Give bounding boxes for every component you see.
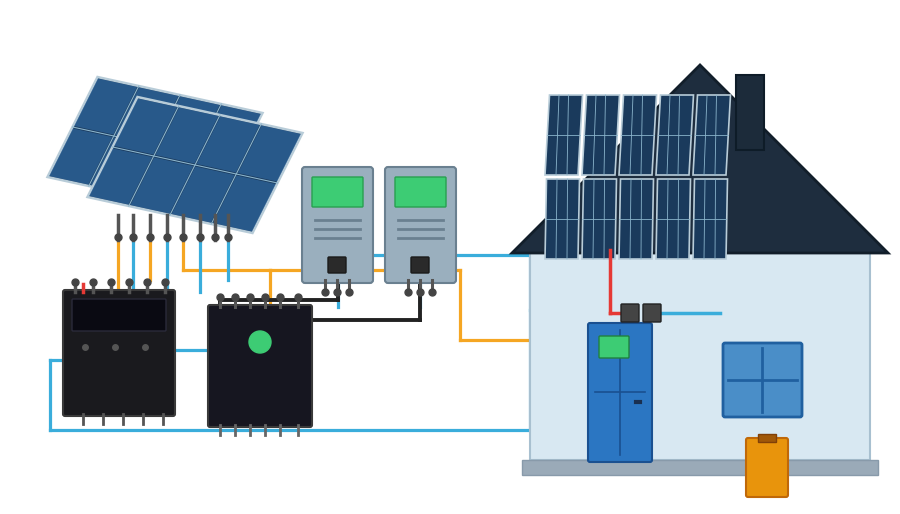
FancyBboxPatch shape <box>621 304 639 322</box>
Polygon shape <box>74 79 137 135</box>
FancyBboxPatch shape <box>643 304 661 322</box>
Polygon shape <box>115 87 178 143</box>
Polygon shape <box>238 125 301 181</box>
Polygon shape <box>545 95 582 175</box>
FancyBboxPatch shape <box>63 290 175 416</box>
Polygon shape <box>693 179 727 259</box>
Polygon shape <box>197 117 259 173</box>
Polygon shape <box>582 179 617 259</box>
Circle shape <box>249 331 271 353</box>
FancyBboxPatch shape <box>758 434 776 442</box>
FancyBboxPatch shape <box>395 177 446 207</box>
Polygon shape <box>619 179 653 259</box>
FancyBboxPatch shape <box>723 343 802 417</box>
Polygon shape <box>656 95 694 175</box>
Polygon shape <box>198 105 261 161</box>
FancyBboxPatch shape <box>411 257 429 273</box>
FancyBboxPatch shape <box>522 460 878 475</box>
Polygon shape <box>131 146 194 203</box>
Polygon shape <box>48 77 263 213</box>
Polygon shape <box>130 157 194 213</box>
FancyBboxPatch shape <box>208 305 312 427</box>
FancyBboxPatch shape <box>599 336 629 358</box>
Polygon shape <box>87 97 302 233</box>
Polygon shape <box>172 167 235 223</box>
FancyBboxPatch shape <box>72 299 166 331</box>
FancyBboxPatch shape <box>312 177 363 207</box>
Polygon shape <box>619 95 656 175</box>
Polygon shape <box>656 179 690 259</box>
Polygon shape <box>114 99 177 155</box>
Polygon shape <box>50 128 112 185</box>
Polygon shape <box>89 149 152 205</box>
FancyBboxPatch shape <box>736 75 764 150</box>
Polygon shape <box>173 155 236 212</box>
Polygon shape <box>90 137 153 194</box>
FancyBboxPatch shape <box>588 323 652 462</box>
Polygon shape <box>545 179 580 259</box>
FancyBboxPatch shape <box>385 167 456 283</box>
FancyBboxPatch shape <box>530 245 870 460</box>
Polygon shape <box>582 95 619 175</box>
Polygon shape <box>512 65 888 253</box>
FancyBboxPatch shape <box>302 167 373 283</box>
Polygon shape <box>157 97 220 153</box>
FancyBboxPatch shape <box>328 257 346 273</box>
FancyBboxPatch shape <box>746 438 788 497</box>
Polygon shape <box>213 175 275 231</box>
Polygon shape <box>693 95 731 175</box>
Polygon shape <box>156 107 219 163</box>
